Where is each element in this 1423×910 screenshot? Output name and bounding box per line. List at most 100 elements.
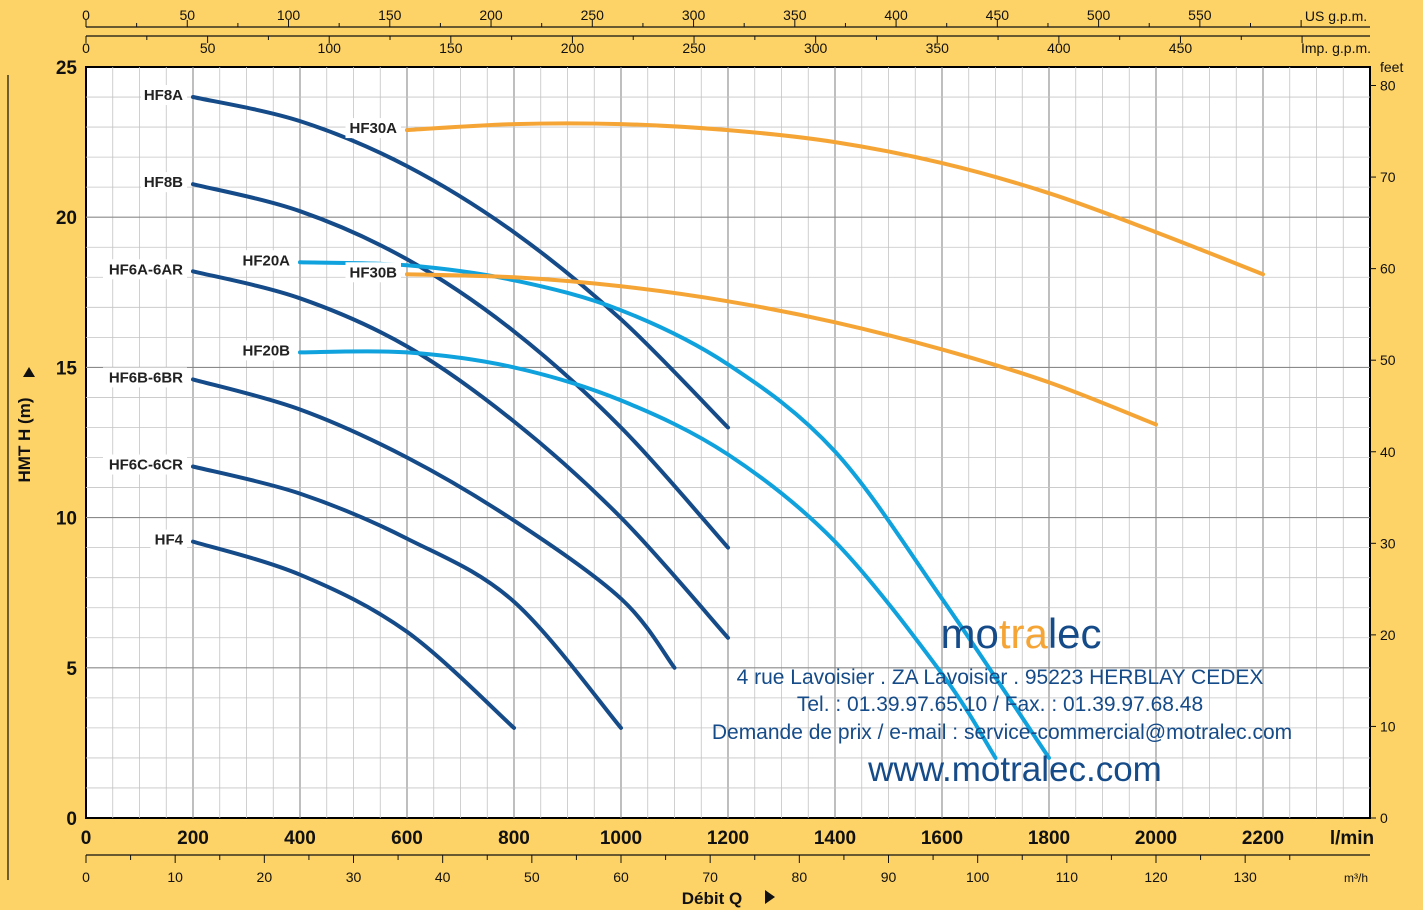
feet-tick-label: 80 <box>1380 78 1396 94</box>
y-tick-label: 20 <box>56 208 77 229</box>
m3h-tick-label: 60 <box>613 869 629 885</box>
usgpm-unit-label: US g.p.m. <box>1305 8 1367 24</box>
brand-logo: motralec <box>940 610 1101 657</box>
usgpm-tick-label: 550 <box>1188 7 1212 23</box>
curve-label-hf4: HF4 <box>155 532 184 549</box>
x-tick-label: 600 <box>391 828 423 849</box>
m3h-tick-label: 40 <box>435 869 451 885</box>
curve-label-bg <box>103 367 187 388</box>
x-tick-label: 0 <box>81 828 92 849</box>
x-unit-label: l/min <box>1330 828 1374 849</box>
m3h-tick-label: 90 <box>881 869 897 885</box>
grid <box>86 67 1370 818</box>
curve-label-hf6b-6br: HF6B-6BR <box>109 369 183 386</box>
brand-part-1: mo <box>940 610 998 657</box>
x-axis-label: Débit Q <box>682 889 742 908</box>
feet-unit-label: feet <box>1380 59 1403 75</box>
impgpm-tick-label: 50 <box>200 40 216 56</box>
usgpm-tick-label: 250 <box>581 7 605 23</box>
feet-tick-label: 30 <box>1380 535 1396 551</box>
m3h-tick-label: 130 <box>1233 869 1257 885</box>
x-tick-label: 1000 <box>600 828 642 849</box>
curve-label-hf6a-6ar: HF6A-6AR <box>109 261 183 278</box>
feet-tick-label: 40 <box>1380 444 1396 460</box>
curve-hf30b <box>405 272 1158 427</box>
curve-hf30a <box>405 121 1265 277</box>
curve-hf6a-6ar <box>191 269 730 640</box>
company-watermark: motralec 4 rue Lavoisier . ZA Lavoisier … <box>712 610 1292 789</box>
m3h-unit-label: m³/h <box>1344 871 1368 885</box>
usgpm-tick-label: 50 <box>179 7 195 23</box>
m3h-tick-label: 120 <box>1144 869 1168 885</box>
x-tick-label: 200 <box>177 828 209 849</box>
axes: 0 5 10 15 20 25 HMT H (m) 0 10 20 30 40 50 60 70 80 feet… <box>7 7 1403 908</box>
impgpm-tick-label: 100 <box>318 40 342 56</box>
performance-curves: HF8A HF8B HF6A-6AR HF6B-6BR HF6C-6CR HF4 HF20A… <box>103 85 1265 760</box>
x-tick-label: 2000 <box>1135 828 1177 849</box>
usgpm-tick-label: 400 <box>884 7 908 23</box>
m3h-tick-label: 50 <box>524 869 540 885</box>
company-website[interactable]: www.motralec.com <box>867 750 1162 789</box>
feet-tick-label: 70 <box>1380 169 1396 185</box>
curve-label-hf30b: HF30B <box>349 264 397 281</box>
curve-label-hf6c-6cr: HF6C-6CR <box>109 457 183 474</box>
feet-tick-label: 10 <box>1380 718 1396 734</box>
feet-tick-label: 50 <box>1380 352 1396 368</box>
curve-hf20a <box>298 260 1051 760</box>
curve-hf20b <box>298 349 998 760</box>
usgpm-tick-label: 450 <box>986 7 1010 23</box>
curve-label-bg <box>345 262 401 283</box>
curve-label-hf8a: HF8A <box>144 87 183 104</box>
m3h-tick-label: 80 <box>792 869 808 885</box>
curve-label-bg <box>238 250 294 271</box>
curve-label-hf20a: HF20A <box>242 252 290 269</box>
impgpm-tick-label: 400 <box>1047 40 1071 56</box>
feet-tick-label: 60 <box>1380 261 1396 277</box>
x-tick-label: 2200 <box>1242 828 1284 849</box>
curve-label-bg <box>345 118 401 139</box>
usgpm-tick-label: 200 <box>479 7 503 23</box>
curve-hf4 <box>191 539 516 730</box>
m3h-tick-label: 0 <box>82 869 90 885</box>
impgpm-tick-label: 150 <box>439 40 463 56</box>
impgpm-tick-label: 0 <box>82 40 90 56</box>
feet-tick-label: 20 <box>1380 627 1396 643</box>
y-axis-label: HMT H (m) <box>15 398 34 483</box>
usgpm-tick-label: 100 <box>277 7 301 23</box>
m3h-tick-label: 30 <box>346 869 362 885</box>
m3h-tick-label: 100 <box>966 869 990 885</box>
curve-label-bg <box>103 454 187 475</box>
brand-part-3: lec <box>1048 610 1102 657</box>
curve-label-bg <box>238 340 294 361</box>
m3h-tick-label: 70 <box>702 869 718 885</box>
curve-label-bg <box>150 529 187 550</box>
company-address: 4 rue Lavoisier . ZA Lavoisier . 95223 H… <box>737 666 1264 689</box>
impgpm-tick-label: 350 <box>926 40 950 56</box>
x-tick-label: 1200 <box>707 828 749 849</box>
x-tick-label: 800 <box>498 828 530 849</box>
usgpm-tick-label: 150 <box>378 7 402 23</box>
usgpm-tick-label: 350 <box>783 7 807 23</box>
y-tick-label: 0 <box>66 809 77 830</box>
x-tick-label: 400 <box>284 828 316 849</box>
impgpm-unit-label: Imp. g.p.m. <box>1301 40 1371 56</box>
curve-label-hf8b: HF8B <box>144 174 183 191</box>
impgpm-tick-label: 300 <box>804 40 828 56</box>
y-tick-label: 15 <box>56 358 78 379</box>
x-tick-label: 1600 <box>921 828 963 849</box>
curve-label-bg <box>141 172 187 193</box>
curve-hf8a <box>191 95 730 430</box>
y-tick-label: 25 <box>56 58 78 79</box>
impgpm-tick-label: 250 <box>682 40 706 56</box>
x-tick-label: 1800 <box>1028 828 1070 849</box>
curve-hf6b-6br <box>191 377 677 670</box>
curve-label-hf20b: HF20B <box>242 342 290 359</box>
m3h-tick-label: 10 <box>167 869 183 885</box>
company-phone: Tel. : 01.39.97.65.10 / Fax. : 01.39.97.… <box>797 693 1203 716</box>
x-tick-label: 1400 <box>814 828 856 849</box>
curve-label-bg <box>103 259 187 280</box>
impgpm-tick-label: 450 <box>1169 40 1193 56</box>
m3h-tick-label: 110 <box>1056 869 1079 885</box>
m3h-tick-label: 20 <box>257 869 273 885</box>
